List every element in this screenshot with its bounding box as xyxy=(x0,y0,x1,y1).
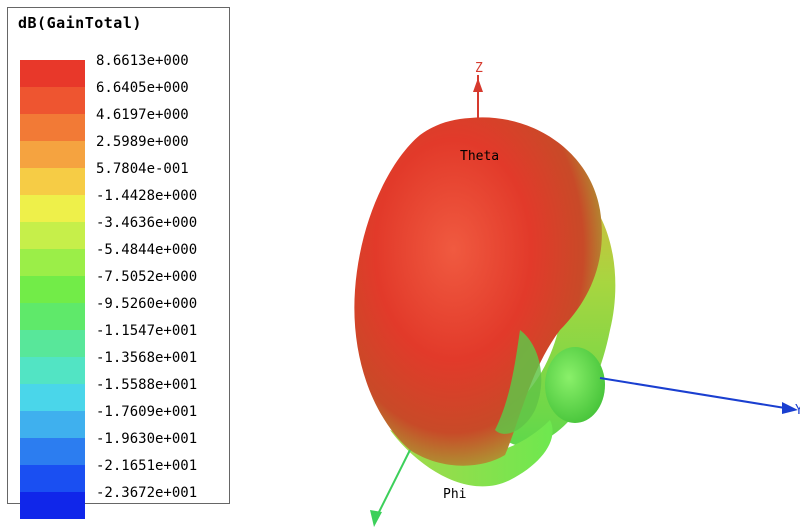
legend-swatch xyxy=(20,438,85,465)
legend-title: dB(GainTotal) xyxy=(18,14,142,32)
legend-value-label: 4.6197e+000 xyxy=(96,107,189,123)
legend-value-label: -1.9630e+001 xyxy=(96,431,198,447)
legend-value-label: -1.1547e+001 xyxy=(96,323,198,339)
z-axis-label: Z xyxy=(475,61,483,76)
legend-swatch xyxy=(20,303,85,330)
pattern-side-lobe xyxy=(545,347,605,423)
legend-color-scale xyxy=(20,60,85,519)
radiation-pattern-3d-plot: Z Theta Y Phi xyxy=(354,61,800,527)
z-axis-arrowhead xyxy=(473,78,483,92)
legend-value-label: -2.1651e+001 xyxy=(96,458,198,474)
legend-value-label: 8.6613e+000 xyxy=(96,53,189,69)
color-legend: dB(GainTotal) 8.6613e+000 6.6405e+000 4.61… xyxy=(7,7,230,519)
legend-value-label: 6.6405e+000 xyxy=(96,80,189,96)
pattern-inner-hole xyxy=(495,330,542,434)
legend-swatch xyxy=(20,330,85,357)
legend-swatch xyxy=(20,195,85,222)
legend-swatch xyxy=(20,141,85,168)
legend-swatch xyxy=(20,465,85,492)
legend-swatch xyxy=(20,276,85,303)
legend-value-label: -1.7609e+001 xyxy=(96,404,198,420)
pattern-lower-lobe xyxy=(390,420,553,487)
legend-swatch xyxy=(20,492,85,519)
legend-value-label: -1.3568e+001 xyxy=(96,350,198,366)
legend-value-labels: 8.6613e+000 6.6405e+000 4.6197e+000 2.5989e… xyxy=(96,52,230,511)
y-axis-line xyxy=(599,377,786,409)
legend-swatch xyxy=(20,249,85,276)
y-axis-label: Y xyxy=(795,403,800,418)
phi-label: Phi xyxy=(443,487,466,502)
legend-value-label: -2.3672e+001 xyxy=(96,485,198,501)
legend-value-label: 5.7804e-001 xyxy=(96,161,189,177)
theta-label: Theta xyxy=(460,149,499,164)
legend-value-label: -7.5052e+000 xyxy=(96,269,198,285)
x-axis-line xyxy=(374,449,411,521)
legend-value-label: -1.5588e+001 xyxy=(96,377,198,393)
legend-swatch xyxy=(20,60,85,87)
legend-swatch xyxy=(20,168,85,195)
legend-swatch xyxy=(20,87,85,114)
legend-swatch xyxy=(20,114,85,141)
legend-value-label: 2.5989e+000 xyxy=(96,134,189,150)
legend-swatch xyxy=(20,222,85,249)
x-axis-arrowhead xyxy=(370,510,382,527)
legend-value-label: -3.4636e+000 xyxy=(96,215,198,231)
legend-value-label: -5.4844e+000 xyxy=(96,242,198,258)
legend-swatch xyxy=(20,384,85,411)
y-axis-arrowhead xyxy=(782,402,798,414)
legend-value-label: -1.4428e+000 xyxy=(96,188,198,204)
legend-value-label: -9.5260e+000 xyxy=(96,296,198,312)
legend-swatch xyxy=(20,411,85,438)
pattern-main-lobe xyxy=(354,117,602,466)
legend-swatch xyxy=(20,357,85,384)
